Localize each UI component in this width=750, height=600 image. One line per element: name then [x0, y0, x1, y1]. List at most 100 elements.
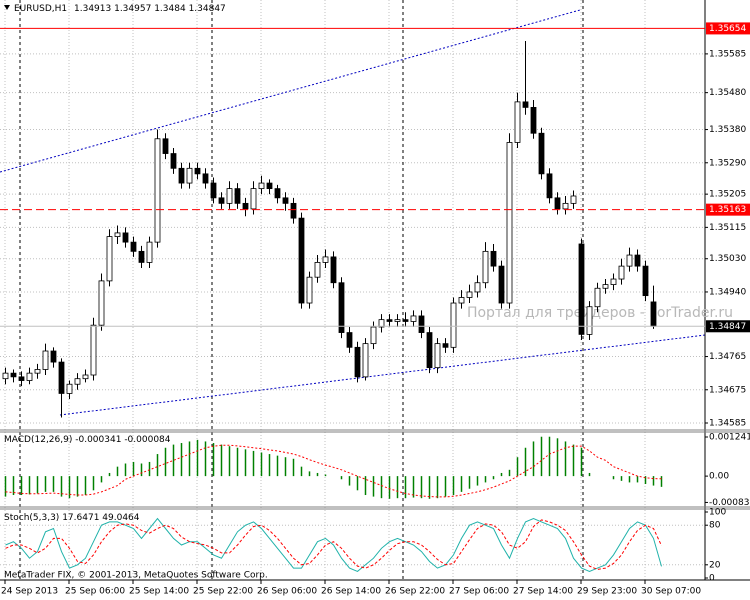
candle-body [330, 256, 337, 284]
candle-body [578, 243, 585, 335]
x-tick-label: 26 Sep 06:00 [257, 587, 317, 597]
y-tick-label: 1.34585 [709, 418, 746, 428]
candle-body [154, 138, 161, 243]
y-tick-label: 1.35480 [709, 88, 746, 98]
macd-value: -0.000341 [75, 435, 121, 445]
candle-body [146, 241, 153, 263]
candle-body [234, 188, 241, 204]
candle-body [370, 326, 377, 345]
candle-body [170, 153, 177, 169]
stoch-header: Stoch(5,3,3) 17.6471 49.0464 [4, 513, 140, 523]
candle-body [226, 188, 233, 204]
candle-body [466, 291, 473, 298]
x-tick-label: 26 Sep 22:00 [385, 587, 445, 597]
last-price-box [706, 320, 750, 333]
x-tick-label: 24 Sep 2013 [1, 587, 58, 597]
candle-body [362, 343, 369, 378]
candle-body [26, 372, 33, 381]
copyright: MetaTrader FIX, © 2001-2013, MetaQuotes … [4, 571, 268, 581]
candle-body [450, 302, 457, 348]
header: EURUSD,H1 1.34913 1.34957 1.3484 1.34847 [14, 4, 226, 14]
candle-body [322, 256, 329, 263]
high: 1.34957 [114, 4, 151, 14]
y-tick-label: 0.00 [709, 472, 729, 482]
candle-body [514, 101, 521, 143]
candle-body [10, 372, 17, 378]
y-tick-label: 1.35030 [709, 254, 746, 264]
y-tick-label: 100 [709, 508, 726, 518]
candle-body [346, 332, 353, 348]
candle-body [402, 319, 409, 322]
candle-body [242, 202, 249, 210]
candle-body [490, 250, 497, 267]
candle-body [354, 346, 361, 378]
candle-body [538, 132, 545, 175]
macd-header: MACD(12,26,9) -0.000341 -0.000084 [4, 435, 171, 445]
y-tick-label: 0 [709, 574, 715, 584]
candle-body [586, 306, 593, 335]
level-label-box [706, 203, 750, 216]
candle-body [594, 287, 601, 308]
candle-body [506, 142, 513, 304]
candle-body [482, 250, 489, 284]
candle-body [282, 197, 289, 204]
y-tick-label: 1.35290 [709, 158, 746, 168]
trend-line [0, 9, 581, 173]
candle-body [602, 284, 609, 289]
signal-value: -0.000084 [124, 435, 170, 445]
candle-body [642, 265, 649, 297]
signal-value: 49.0464 [102, 513, 139, 523]
open: 1.34913 [74, 4, 111, 14]
candle-body [250, 188, 257, 210]
level-label-box [706, 22, 750, 35]
y-tick-label: 0.001241 [709, 433, 750, 443]
candle-body [106, 236, 113, 282]
candle-body [546, 173, 553, 199]
candle-body [498, 265, 505, 304]
y-tick-label: 1.35585 [709, 49, 746, 59]
main-value: 17.6471 [62, 513, 99, 523]
candle-body [58, 361, 65, 394]
x-tick-label: 25 Sep 14:00 [129, 587, 189, 597]
x-tick-label: 25 Sep 06:00 [65, 587, 125, 597]
candle-body [338, 282, 345, 333]
trend-line [59, 334, 706, 416]
stoch-title: Stoch(5,3,3) [4, 513, 59, 523]
candle-body [82, 374, 89, 380]
signal-line [5, 519, 662, 570]
close: 1.34847 [189, 4, 226, 14]
candle-body [138, 250, 145, 263]
candle-body [130, 241, 137, 252]
candle-body [18, 376, 25, 381]
candle-body [66, 383, 73, 394]
candle-body [186, 167, 193, 184]
macd-title: MACD(12,26,9) [4, 435, 72, 445]
low: 1.3484 [154, 4, 186, 14]
candle-body [266, 182, 273, 190]
x-tick-label: 30 Sep 07:00 [641, 587, 701, 597]
y-tick-label: 1.35115 [709, 223, 746, 233]
candle-body [434, 343, 441, 369]
candle-body [626, 254, 633, 267]
y-tick-label: 1.34940 [709, 287, 746, 297]
candle-body [298, 217, 305, 304]
candle-body [178, 167, 185, 184]
candle-body [50, 350, 57, 363]
x-tick-label: 29 Sep 23:00 [577, 587, 637, 597]
x-tick-label: 27 Sep 14:00 [513, 587, 573, 597]
y-tick-label: 80 [709, 521, 721, 531]
x-tick-label: 25 Sep 22:00 [193, 587, 253, 597]
candle-body [418, 315, 425, 333]
main-line [5, 517, 662, 572]
candle-body [74, 378, 81, 385]
y-tick-label: 20 [709, 560, 721, 570]
candle-body [634, 254, 641, 267]
y-tick-label: 1.34675 [709, 385, 746, 395]
y-tick-label: 1.34765 [709, 352, 746, 362]
candle-body [394, 319, 401, 322]
candle-body [386, 319, 393, 322]
symbol: EURUSD,H1 [14, 4, 67, 14]
candle-body [274, 188, 281, 199]
